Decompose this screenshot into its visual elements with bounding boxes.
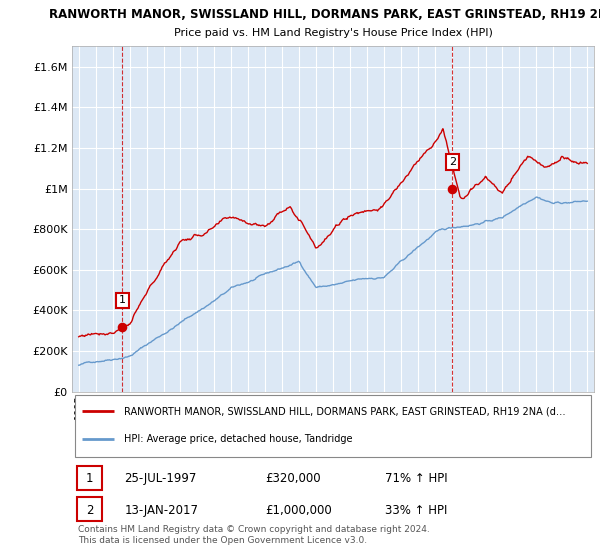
Text: Price paid vs. HM Land Registry's House Price Index (HPI): Price paid vs. HM Land Registry's House … bbox=[173, 28, 493, 38]
FancyBboxPatch shape bbox=[74, 395, 592, 458]
Text: Contains HM Land Registry data © Crown copyright and database right 2024.
This d: Contains HM Land Registry data © Crown c… bbox=[78, 525, 430, 545]
Text: 25-JUL-1997: 25-JUL-1997 bbox=[124, 472, 197, 485]
Point bbox=[448, 184, 457, 193]
Point bbox=[118, 322, 127, 331]
Text: 71% ↑ HPI: 71% ↑ HPI bbox=[385, 472, 448, 485]
Text: 2: 2 bbox=[449, 157, 456, 167]
Text: 33% ↑ HPI: 33% ↑ HPI bbox=[385, 503, 448, 516]
Text: £1,000,000: £1,000,000 bbox=[265, 503, 332, 516]
Text: 13-JAN-2017: 13-JAN-2017 bbox=[124, 503, 198, 516]
Text: HPI: Average price, detached house, Tandridge: HPI: Average price, detached house, Tand… bbox=[124, 434, 353, 444]
Text: £320,000: £320,000 bbox=[265, 472, 321, 485]
FancyBboxPatch shape bbox=[77, 466, 102, 490]
Text: 2: 2 bbox=[86, 503, 94, 516]
Text: RANWORTH MANOR, SWISSLAND HILL, DORMANS PARK, EAST GRINSTEAD, RH19 2NA (d…: RANWORTH MANOR, SWISSLAND HILL, DORMANS … bbox=[124, 406, 566, 416]
Text: 1: 1 bbox=[86, 472, 94, 485]
Text: RANWORTH MANOR, SWISSLAND HILL, DORMANS PARK, EAST GRINSTEAD, RH19 2NA: RANWORTH MANOR, SWISSLAND HILL, DORMANS … bbox=[49, 8, 600, 21]
FancyBboxPatch shape bbox=[77, 497, 102, 521]
Text: 1: 1 bbox=[119, 295, 126, 305]
